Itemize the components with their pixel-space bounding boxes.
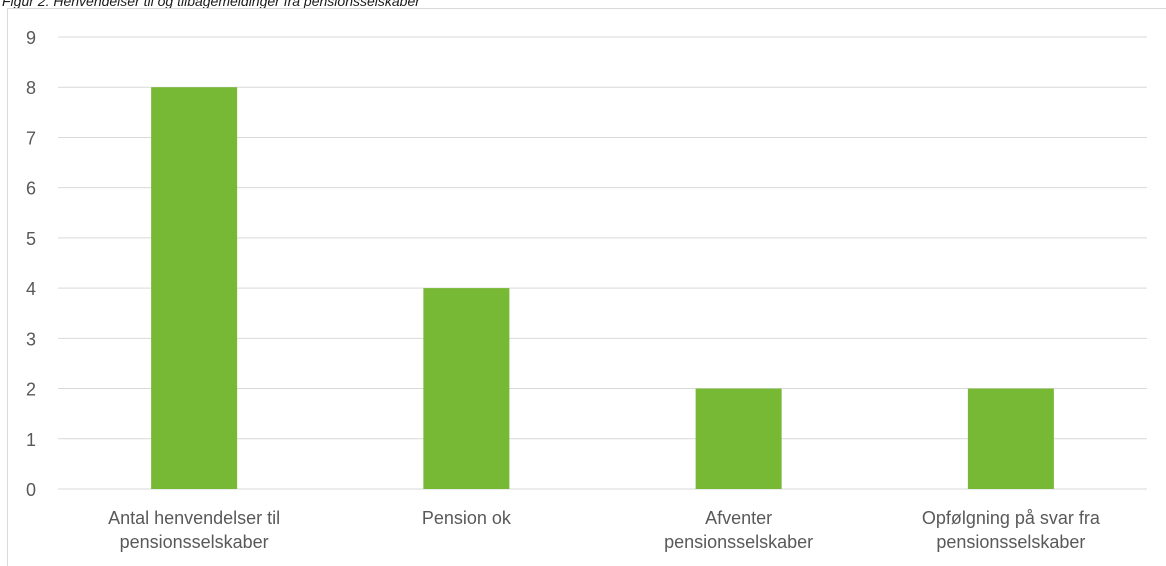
bar bbox=[151, 87, 238, 489]
x-category-label: Pension ok bbox=[422, 508, 512, 528]
gridlines bbox=[58, 36, 1147, 490]
x-category-label-line: pensionsselskaber bbox=[120, 532, 269, 552]
figure-caption: Figur 2: Henvendelser til og tilbagemeld… bbox=[2, 0, 420, 9]
x-category-label: Opfølgning på svar fra pensionsselskaber bbox=[922, 508, 1101, 552]
y-tick-label: 7 bbox=[26, 128, 36, 148]
x-category-label-line: Antal henvendelser til bbox=[108, 508, 280, 528]
x-category-label-line: pensionsselskaber bbox=[936, 532, 1085, 552]
x-category-label: Afventer pensionsselskaber bbox=[664, 508, 813, 552]
x-category-label-line: Afventer bbox=[705, 508, 772, 528]
chart-frame-left bbox=[7, 8, 8, 566]
y-tick-label: 6 bbox=[26, 179, 36, 199]
y-tick-label: 5 bbox=[26, 229, 36, 249]
y-tick-label: 3 bbox=[26, 329, 36, 349]
y-tick-label: 4 bbox=[26, 279, 36, 299]
y-axis-tick-labels: 0 1 2 3 4 5 6 7 8 9 bbox=[26, 28, 36, 500]
bars bbox=[151, 87, 1054, 489]
y-tick-label: 1 bbox=[26, 430, 36, 450]
x-category-label-line: Pension ok bbox=[422, 508, 512, 528]
x-category-label-line: Opfølgning på svar fra bbox=[922, 508, 1101, 528]
y-tick-label: 9 bbox=[26, 28, 36, 48]
y-tick-label: 8 bbox=[26, 78, 36, 98]
bar bbox=[967, 388, 1054, 489]
x-category-label-line: pensionsselskaber bbox=[664, 532, 813, 552]
x-category-label: Antal henvendelser til pensionsselskaber bbox=[108, 508, 280, 552]
chart-frame-top bbox=[7, 8, 1166, 9]
y-tick-label: 2 bbox=[26, 380, 36, 400]
y-tick-label: 0 bbox=[26, 480, 36, 500]
x-axis-category-labels: Antal henvendelser til pensionsselskaber P… bbox=[108, 508, 1101, 552]
bar bbox=[695, 388, 782, 489]
bar bbox=[423, 288, 510, 489]
